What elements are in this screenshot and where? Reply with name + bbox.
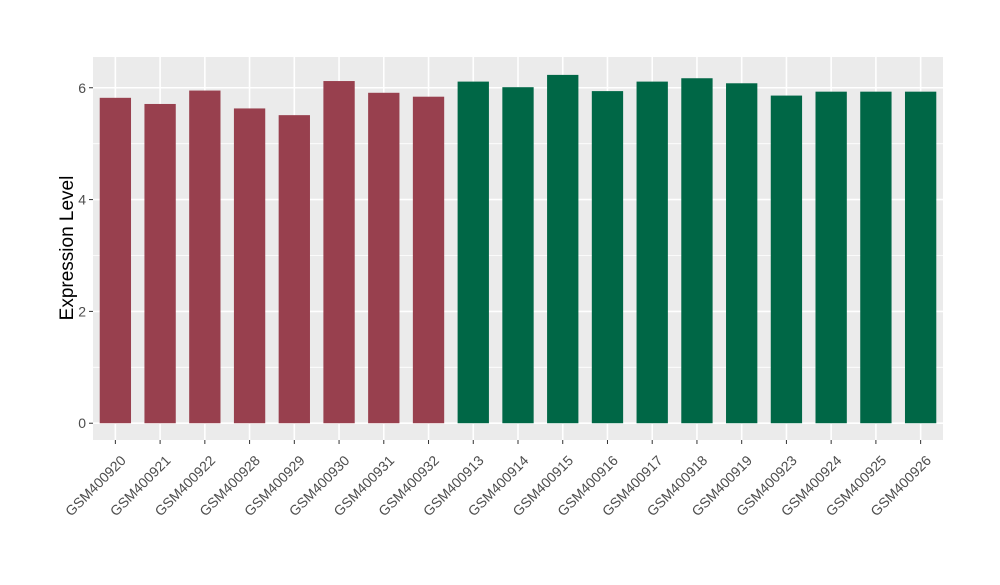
bar-GSM400914 [502,87,534,424]
bar-GSM400922 [189,90,221,424]
bar-GSM400931 [368,92,400,424]
bar-GSM400926 [904,91,937,424]
bar-GSM400919 [726,83,758,424]
bar-GSM400913 [457,81,489,424]
bar-GSM400928 [233,108,266,424]
y-tick-label: 0 [78,415,86,431]
y-axis-title: Expression Level [57,176,78,321]
bar-GSM400924 [815,91,847,424]
bar-GSM400916 [591,91,624,424]
bar-GSM400921 [144,103,176,424]
bar-GSM400917 [636,81,668,424]
bar-GSM400929 [278,115,310,424]
bar-GSM400920 [99,97,132,424]
y-axis: 0 2 4 6 [78,80,93,431]
bar-GSM400925 [860,91,892,424]
y-tick-label: 2 [78,303,86,319]
bar-GSM400918 [681,78,713,424]
bars [99,74,937,424]
bar-GSM400930 [323,81,355,424]
bar-GSM400923 [770,95,803,424]
x-axis: GSM400920GSM400921GSM400922GSM400928GSM4… [62,440,934,519]
y-tick-label: 4 [78,192,86,208]
bar-GSM400915 [547,74,579,424]
bar-GSM400932 [412,96,445,424]
y-tick-label: 6 [78,80,86,96]
